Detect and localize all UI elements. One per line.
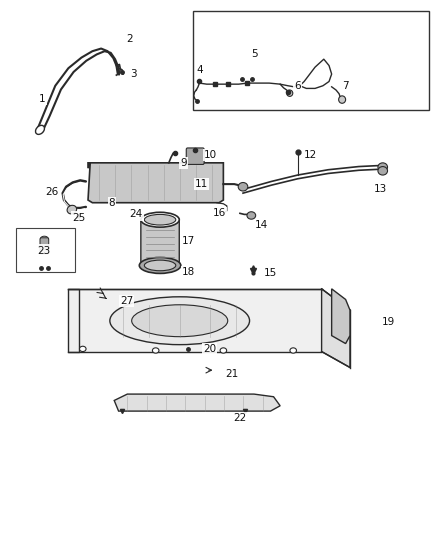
Ellipse shape <box>80 346 86 352</box>
Ellipse shape <box>145 260 176 271</box>
Polygon shape <box>88 163 223 203</box>
Polygon shape <box>321 289 350 368</box>
Polygon shape <box>332 289 350 344</box>
Text: 24: 24 <box>129 209 143 220</box>
Ellipse shape <box>290 348 297 353</box>
Polygon shape <box>114 394 280 411</box>
Text: 15: 15 <box>264 268 277 278</box>
Text: 22: 22 <box>233 413 247 423</box>
Text: 3: 3 <box>131 69 137 79</box>
Text: 20: 20 <box>203 344 216 354</box>
Text: 27: 27 <box>120 296 133 306</box>
Text: 8: 8 <box>109 198 115 208</box>
Text: 2: 2 <box>126 34 133 44</box>
Ellipse shape <box>35 125 45 134</box>
Text: 7: 7 <box>343 81 349 91</box>
Ellipse shape <box>220 348 226 353</box>
Text: 23: 23 <box>37 246 50 255</box>
Ellipse shape <box>139 257 181 273</box>
FancyBboxPatch shape <box>186 148 204 165</box>
Ellipse shape <box>141 212 179 227</box>
Text: 9: 9 <box>180 158 187 168</box>
Polygon shape <box>68 289 321 352</box>
Ellipse shape <box>132 305 228 337</box>
Text: 6: 6 <box>294 81 301 91</box>
Ellipse shape <box>378 163 388 171</box>
Ellipse shape <box>110 297 250 345</box>
Text: 1: 1 <box>39 94 46 104</box>
Ellipse shape <box>287 90 293 96</box>
Text: 13: 13 <box>374 184 387 195</box>
FancyBboxPatch shape <box>40 238 49 254</box>
Ellipse shape <box>378 166 388 175</box>
Ellipse shape <box>238 182 248 191</box>
Text: 25: 25 <box>72 213 85 223</box>
Ellipse shape <box>67 205 77 214</box>
Text: 14: 14 <box>255 220 268 230</box>
FancyBboxPatch shape <box>141 217 179 266</box>
Ellipse shape <box>247 212 256 219</box>
Ellipse shape <box>339 96 346 103</box>
Text: 17: 17 <box>182 236 195 246</box>
Text: 12: 12 <box>304 150 317 160</box>
Text: 11: 11 <box>195 179 208 189</box>
Text: 16: 16 <box>212 208 226 219</box>
Ellipse shape <box>40 236 48 241</box>
Text: 21: 21 <box>226 369 239 379</box>
Text: 18: 18 <box>182 267 195 277</box>
Ellipse shape <box>145 214 176 225</box>
Text: 4: 4 <box>196 65 203 75</box>
Text: 26: 26 <box>46 187 59 197</box>
Text: 10: 10 <box>204 150 217 160</box>
Bar <box>16 228 75 272</box>
Text: 5: 5 <box>251 49 258 59</box>
Ellipse shape <box>152 348 159 353</box>
Text: 19: 19 <box>382 317 395 327</box>
Bar <box>193 11 428 110</box>
